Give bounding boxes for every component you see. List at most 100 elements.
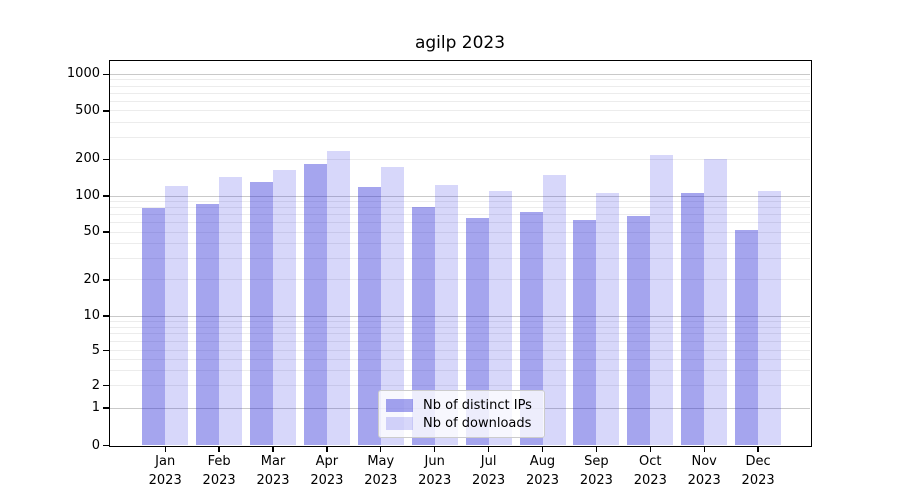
- x-tick-year: 2023: [256, 473, 290, 488]
- x-tick-label: Mar 2023: [241, 452, 305, 490]
- x-tick-month: Jan: [155, 454, 176, 469]
- x-tick-mark: [434, 447, 436, 452]
- y-tick-label: 10: [83, 308, 100, 323]
- minor-gridline: [110, 358, 810, 360]
- legend-item: Nb of downloads: [386, 414, 537, 432]
- x-tick-year: 2023: [418, 473, 452, 488]
- bar-downloads-apr: [326, 151, 350, 446]
- major-gridline: [110, 73, 810, 75]
- x-tick-year: 2023: [579, 473, 613, 488]
- minor-gridline: [110, 333, 810, 335]
- x-tick-month: Dec: [745, 454, 771, 469]
- minor-gridline: [110, 320, 810, 322]
- minor-gridline: [110, 79, 810, 81]
- major-gridline: [110, 195, 810, 197]
- x-tick-label: Oct 2023: [618, 452, 682, 490]
- bar-distinct-ips-jan: [142, 207, 166, 446]
- y-tick-mark: [103, 158, 109, 160]
- minor-gridline: [110, 137, 810, 139]
- minor-gridline: [110, 279, 810, 281]
- y-tick-label: 5: [91, 342, 100, 358]
- minor-gridline: [110, 200, 810, 202]
- minor-gridline: [110, 258, 810, 260]
- bar-downloads-jul: [488, 190, 512, 446]
- minor-gridline: [110, 369, 810, 371]
- x-tick-month: Apr: [315, 454, 339, 469]
- y-tick-mark: [103, 231, 109, 233]
- minor-gridline: [110, 340, 810, 342]
- bar-distinct-ips-nov: [681, 192, 705, 446]
- y-tick-mark: [103, 195, 109, 197]
- bar-distinct-ips-oct: [627, 216, 651, 446]
- legend-swatch-icon: [386, 416, 413, 430]
- x-tick-year: 2023: [310, 473, 344, 488]
- y-tick-mark: [103, 384, 109, 387]
- bar-distinct-ips-feb: [196, 203, 220, 446]
- minor-gridline: [110, 85, 810, 87]
- minor-gridline: [110, 110, 810, 112]
- y-tick-label: 2: [91, 377, 100, 393]
- x-tick-label: Jul 2023: [457, 452, 521, 490]
- x-tick-label: Sep 2023: [564, 452, 628, 490]
- x-tick-label: Aug 2023: [511, 452, 575, 490]
- x-tick-mark: [703, 447, 705, 452]
- x-tick-mark: [380, 447, 382, 452]
- minor-gridline: [110, 214, 810, 216]
- bar-downloads-jun: [434, 185, 458, 446]
- x-tick-year: 2023: [364, 473, 398, 488]
- bar-downloads-nov: [704, 158, 728, 446]
- minor-gridline: [110, 100, 810, 102]
- x-tick-month: Feb: [207, 454, 231, 469]
- x-tick-mark: [487, 447, 490, 452]
- major-gridline: [110, 315, 810, 317]
- bar-distinct-ips-mar: [250, 182, 273, 446]
- legend-swatch-icon: [386, 398, 413, 412]
- x-tick-mark: [326, 447, 328, 452]
- chart-title: agilp 2023: [414, 33, 506, 53]
- y-tick-mark: [103, 315, 109, 317]
- bar-downloads-mar: [273, 169, 296, 446]
- minor-gridline: [110, 385, 810, 386]
- x-tick-month: Nov: [691, 454, 717, 469]
- legend: Nb of distinct IPs Nb of downloads: [378, 390, 545, 438]
- x-tick-label: Jan 2023: [133, 452, 197, 490]
- minor-gridline: [110, 92, 810, 94]
- bar-downloads-aug: [542, 174, 566, 446]
- x-tick-mark: [541, 447, 544, 452]
- bar-distinct-ips-apr: [303, 163, 327, 446]
- y-tick-label: 1: [91, 400, 100, 415]
- y-tick-mark: [103, 407, 109, 409]
- bar-downloads-may: [380, 166, 404, 446]
- y-tick-mark: [103, 279, 109, 281]
- x-tick-year: 2023: [148, 473, 182, 488]
- x-tick-label: Apr 2023: [295, 452, 359, 490]
- bar-downloads-jan: [165, 186, 189, 446]
- y-tick-label: 20: [83, 271, 100, 287]
- minor-gridline: [110, 326, 810, 328]
- minor-gridline: [110, 222, 810, 224]
- y-tick-label: 100: [75, 188, 100, 203]
- x-tick-year: 2023: [741, 473, 775, 488]
- x-tick-label: May 2023: [349, 452, 413, 490]
- legend-label: Nb of distinct IPs: [423, 397, 532, 413]
- minor-gridline: [110, 207, 810, 209]
- x-tick-year: 2023: [633, 473, 667, 488]
- bar-distinct-ips-jun: [411, 206, 435, 446]
- x-tick-mark: [595, 447, 598, 452]
- minor-gridline: [110, 231, 810, 233]
- x-tick-mark: [757, 447, 759, 452]
- x-tick-year: 2023: [202, 473, 236, 488]
- legend-label: Nb of downloads: [423, 415, 532, 431]
- y-tick-mark: [103, 349, 109, 352]
- x-tick-year: 2023: [687, 473, 721, 488]
- y-tick-label: 500: [75, 102, 100, 118]
- y-tick-label: 200: [75, 151, 100, 167]
- minor-gridline: [110, 243, 810, 245]
- x-tick-year: 2023: [472, 473, 506, 488]
- x-tick-label: Nov 2023: [672, 452, 736, 490]
- x-tick-month: Aug: [529, 454, 556, 469]
- x-tick-label: Dec 2023: [726, 452, 790, 490]
- bar-distinct-ips-aug: [519, 211, 543, 446]
- y-tick-label: 50: [83, 224, 100, 240]
